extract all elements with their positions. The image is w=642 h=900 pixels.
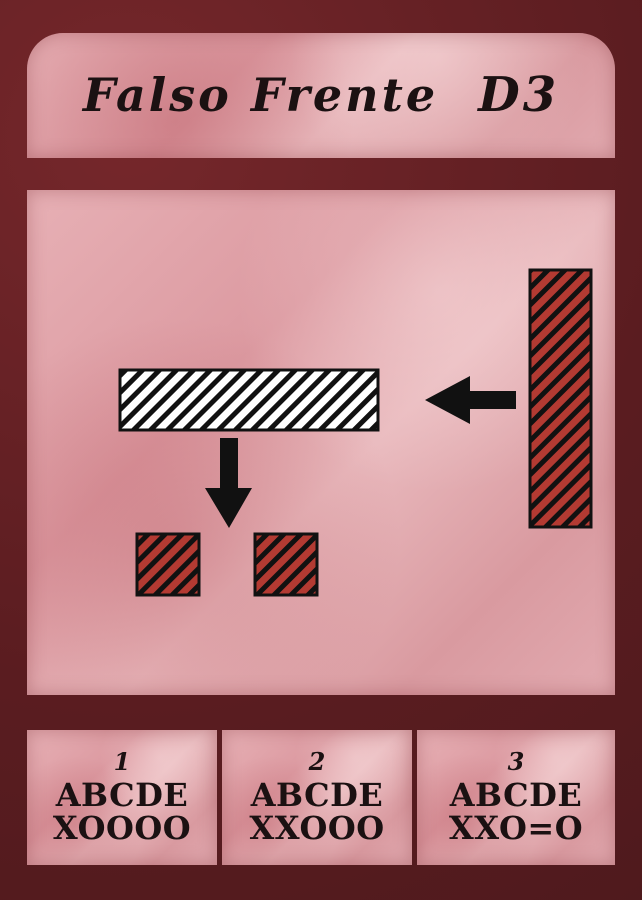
stat-result: XXO=O: [448, 809, 584, 848]
stat-letters: ABCDE: [250, 775, 384, 814]
stat-result: XXOOO: [249, 809, 385, 848]
diagram-panel: [27, 190, 615, 695]
red-striped-square-right: [253, 532, 319, 597]
red-striped-tall-bar: [528, 268, 593, 529]
stat-column-1: 1 ABCDE XOOOO: [27, 730, 217, 865]
stat-number: 3: [507, 747, 525, 777]
stat-number: 2: [308, 747, 326, 777]
stat-column-2: 2 ABCDE XXOOO: [222, 730, 412, 865]
stat-column-3: 3 ABCDE XXO=O: [417, 730, 615, 865]
arrow-down-icon: [205, 438, 252, 528]
white-striped-bar: [118, 368, 380, 432]
card-title: Falso Frente D3: [27, 50, 615, 140]
stat-panel-3: [417, 730, 615, 865]
title-panel: [27, 33, 615, 158]
stat-result: XOOOO: [52, 809, 192, 848]
card-title-code: D3: [478, 67, 560, 123]
stat-panel-2: [222, 730, 412, 865]
stat-letters: ABCDE: [449, 775, 583, 814]
stat-letters: ABCDE: [55, 775, 189, 814]
arrow-left-icon: [425, 376, 516, 424]
stat-panel-1: [27, 730, 217, 865]
stat-number: 1: [113, 747, 131, 777]
red-striped-square-left: [135, 532, 201, 597]
card-title-name: Falso Frente: [82, 68, 439, 122]
